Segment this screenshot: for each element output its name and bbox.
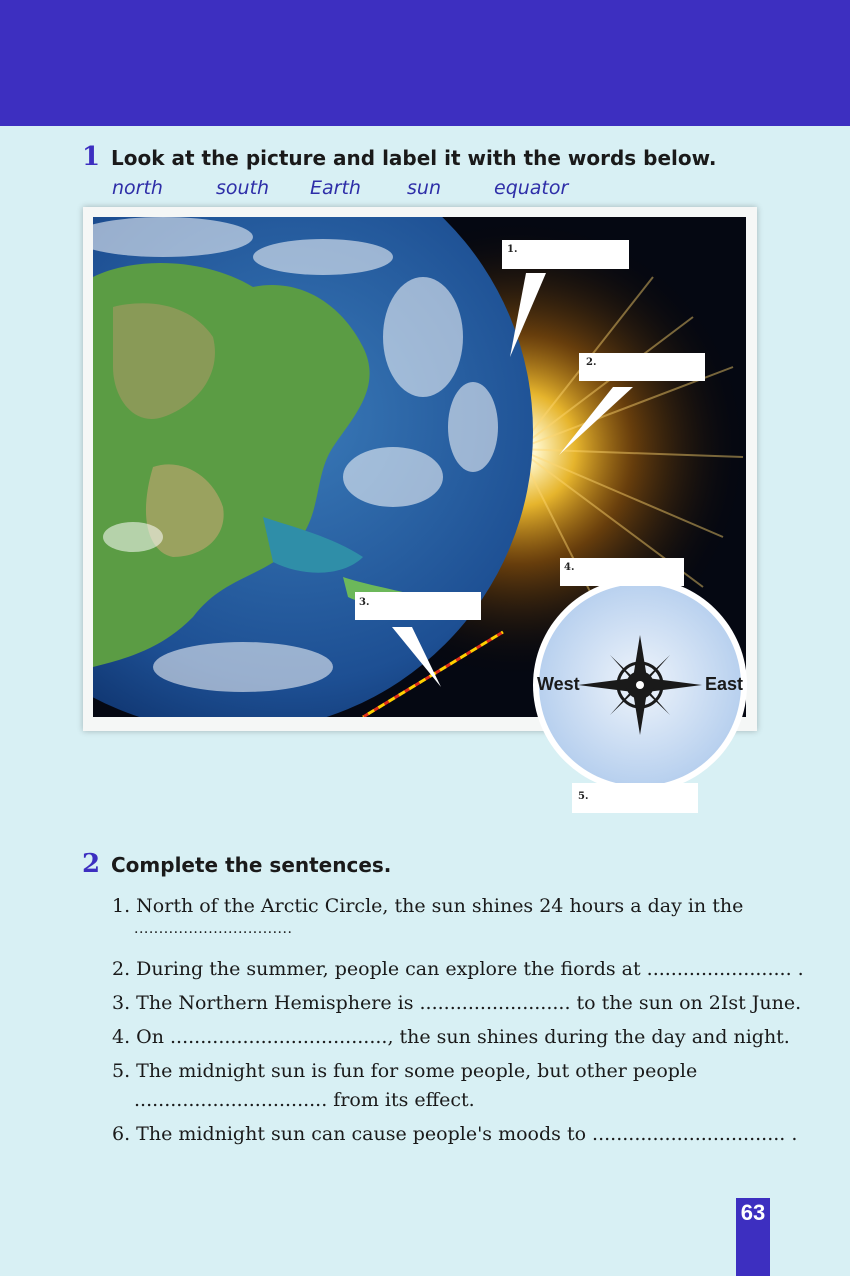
sentence-5-continuation: ................................ from it… [134, 1089, 475, 1111]
sentence-1: 1. North of the Arctic Circle, the sun s… [112, 895, 744, 917]
compass [533, 578, 747, 792]
label-box-2[interactable] [579, 353, 705, 381]
sentence-1-blank[interactable]: ................................ [134, 921, 293, 937]
compass-west: West [537, 674, 580, 694]
sentence-4: 4. On ..................................… [112, 1026, 790, 1048]
callout-pointers [392, 273, 633, 687]
clouds [93, 217, 498, 692]
label-number-4: 4. [564, 562, 575, 573]
landmass-detail [113, 303, 215, 419]
gulf [263, 517, 363, 573]
header-band [0, 0, 850, 126]
label-number-2: 2. [586, 357, 597, 368]
label-box-1[interactable] [502, 240, 629, 269]
sentence-3: 3. The Northern Hemisphere is ..........… [112, 992, 802, 1014]
word-north: north [112, 177, 163, 199]
label-number-5: 5. [578, 791, 589, 802]
exercise-2-number: 2 [82, 849, 101, 879]
label-number-1: 1. [507, 244, 518, 255]
label-box-4[interactable] [560, 558, 684, 586]
label-number-3: 3. [359, 597, 370, 608]
exercise-1-title: Look at the picture and label it with th… [111, 146, 717, 170]
landmass-detail-2 [145, 464, 224, 557]
sentence-5: 5. The midnight sun is fun for some peop… [112, 1060, 698, 1082]
page-tab [736, 1198, 770, 1276]
sentence-6: 6. The midnight sun can cause people's m… [112, 1123, 798, 1145]
sentence-2: 2. During the summer, people can explore… [112, 958, 804, 980]
label-box-5[interactable] [572, 783, 698, 813]
exercise-1-number: 1 [82, 142, 101, 172]
compass-east: East [705, 674, 744, 694]
word-equator: equator [494, 177, 569, 199]
word-south: south [216, 177, 270, 199]
word-earth: Earth [310, 177, 361, 199]
exercise-2-title: Complete the sentences. [111, 853, 392, 877]
equator-line [362, 630, 504, 717]
word-sun: sun [407, 177, 441, 199]
page-number: 63 [740, 1200, 766, 1225]
label-box-3[interactable] [355, 592, 481, 620]
